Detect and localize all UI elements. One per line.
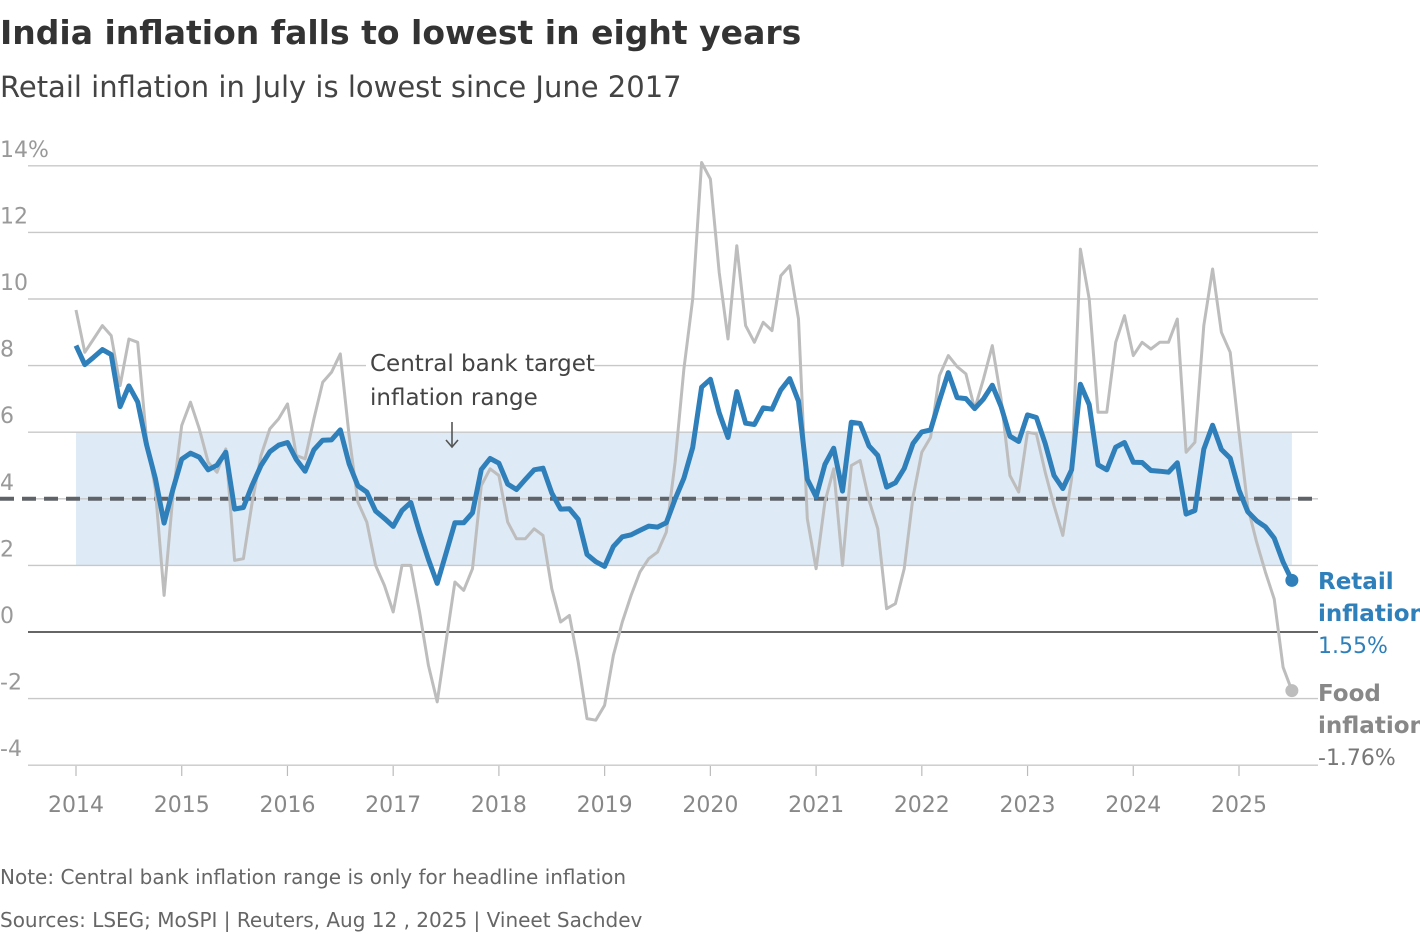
x-tick-label: 2024 (1105, 793, 1161, 818)
y-tick-label: 14% (0, 138, 49, 163)
sources: Sources: LSEG; MoSPI | Reuters, Aug 12 ,… (0, 908, 643, 932)
y-tick-label: 6 (0, 404, 14, 429)
y-tick-label: -4 (0, 737, 22, 762)
x-tick-label: 2020 (682, 793, 738, 818)
retail-last-value: 1.55% (1318, 634, 1388, 659)
annotation-gap (366, 361, 594, 370)
x-tick-label: 2023 (1000, 793, 1056, 818)
y-tick-label: 10 (0, 271, 28, 296)
x-tick-label: 2017 (365, 793, 421, 818)
x-tick-label: 2016 (259, 793, 315, 818)
food-label-line2: inflation (1318, 713, 1420, 739)
retail-label-line1: Retail (1318, 569, 1394, 595)
chart-subtitle: Retail inflation in July is lowest since… (0, 70, 682, 104)
series-lines (73, 161, 1299, 722)
x-tick-label: 2025 (1211, 793, 1267, 818)
chart-title: India inflation falls to lowest in eight… (0, 13, 801, 52)
down-arrow-icon (445, 422, 459, 449)
food-label-line1: Food (1318, 681, 1381, 707)
x-axis-ticks: 2014 2015 2016 2017 2018 2019 2020 2021 2022 2023… (48, 766, 1267, 818)
x-tick-label: 2018 (471, 793, 527, 818)
retail-label-line2: inflation (1318, 601, 1420, 627)
x-tick-label: 2015 (154, 793, 210, 818)
y-tick-label: 12 (0, 204, 28, 229)
y-tick-label: 2 (0, 537, 14, 562)
y-axis-ticks: 14% 12 10 8 6 4 2 0 -2 -4 (0, 138, 49, 762)
annotation-line1: Central bank target (370, 351, 595, 377)
annotation-line2: inflation range (370, 385, 538, 411)
food-inflation-line (74, 161, 1294, 722)
x-tick-label: 2014 (48, 793, 104, 818)
retail-inflation-end-marker (1285, 573, 1299, 587)
food-last-value: -1.76% (1318, 746, 1396, 771)
food-inflation-end-marker (1285, 684, 1299, 698)
y-tick-label: 4 (0, 471, 14, 496)
gridlines (28, 165, 1318, 766)
y-tick-label: -2 (0, 671, 22, 696)
y-tick-label: 0 (0, 604, 14, 629)
x-tick-label: 2022 (894, 793, 950, 818)
y-tick-label: 8 (0, 338, 14, 363)
x-tick-label: 2021 (788, 793, 844, 818)
footnote: Note: Central bank inflation range is on… (0, 865, 626, 889)
retail-inflation-line (73, 344, 1295, 586)
x-tick-label: 2019 (577, 793, 633, 818)
